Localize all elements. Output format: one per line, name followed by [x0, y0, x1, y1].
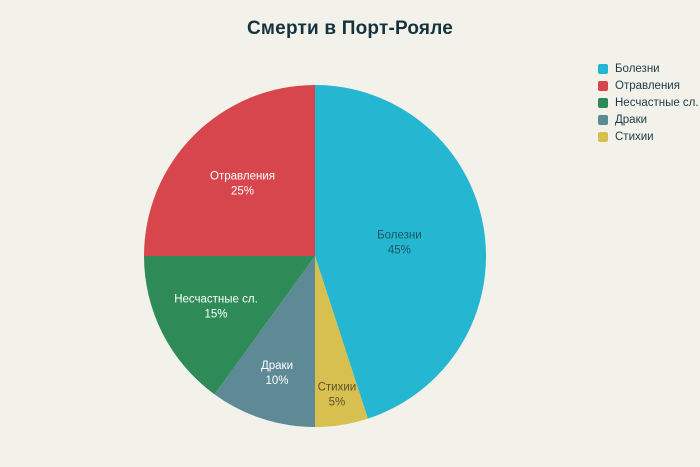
- legend-swatch-fights: [598, 114, 608, 125]
- chart-title: Смерти в Порт-Рояле: [247, 18, 453, 39]
- slice-pct-poisonings: 25%: [231, 186, 254, 198]
- legend-label-diseases: Болезни: [615, 62, 660, 75]
- legend: Болезни Отравления Несчастные сл. Драки …: [598, 60, 699, 145]
- legend-item-disasters: Стихии: [598, 128, 698, 145]
- slice-label-diseases: Болезни: [377, 230, 422, 242]
- slice-label-accidents: Несчастные сл.: [174, 294, 258, 306]
- legend-swatch-poisonings: [598, 80, 608, 91]
- legend-item-fights: Драки: [598, 111, 698, 128]
- slice-label-poisonings: Отравления: [210, 171, 275, 183]
- legend-swatch-accidents: [598, 97, 608, 108]
- legend-label-poisonings: Отравления: [615, 79, 680, 92]
- legend-swatch-disasters: [598, 131, 608, 142]
- legend-item-diseases: Болезни: [598, 60, 698, 77]
- pie-slice-poisonings: [144, 85, 315, 256]
- legend-label-fights: Драки: [615, 113, 648, 126]
- slice-label-disasters: Стихии: [318, 382, 357, 394]
- slice-pct-diseases: 45%: [388, 245, 411, 257]
- pie-slice-diseases: [315, 85, 486, 419]
- legend-label-accidents: Несчастные сл.: [615, 96, 699, 109]
- legend-swatch-diseases: [598, 63, 608, 74]
- slice-pct-fights: 10%: [265, 375, 288, 387]
- pie-slice-disasters: [315, 256, 368, 427]
- legend-label-disasters: Стихии: [615, 130, 654, 143]
- slice-pct-disasters: 5%: [329, 397, 346, 409]
- legend-item-poisonings: Отравления: [598, 77, 698, 94]
- slice-label-fights: Драки: [261, 360, 293, 372]
- pie-slice-accidents: [144, 256, 315, 395]
- pie-slice-fights: [214, 256, 315, 427]
- legend-item-accidents: Несчастные сл.: [598, 94, 699, 111]
- slice-pct-accidents: 15%: [204, 309, 227, 321]
